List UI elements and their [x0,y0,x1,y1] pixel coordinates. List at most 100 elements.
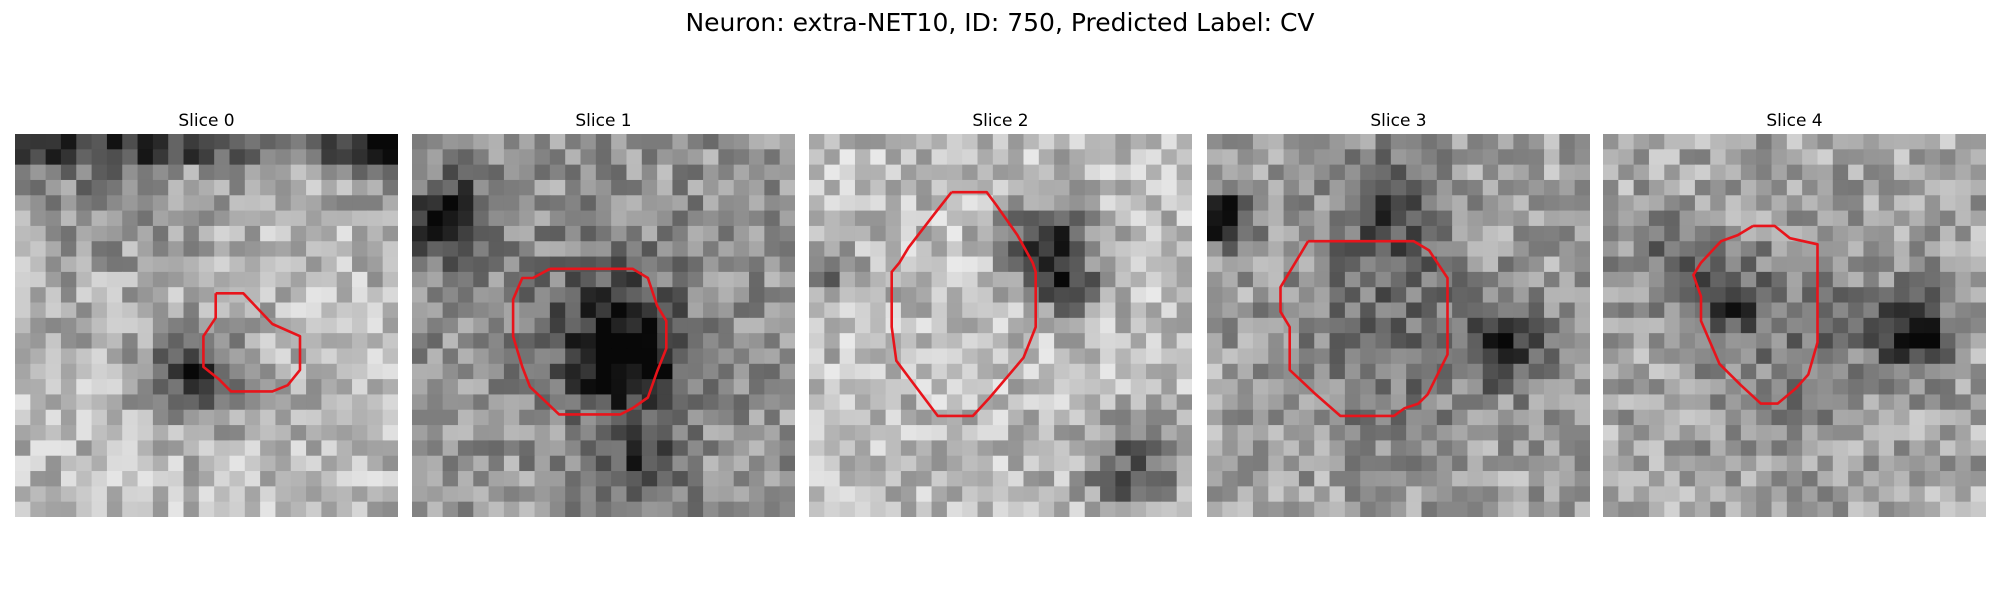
image-pixel [1344,440,1361,457]
image-pixel [229,149,246,166]
image-pixel [839,164,856,181]
image-pixel [1146,317,1162,334]
image-pixel [1252,486,1269,503]
image-pixel [1375,317,1392,334]
image-pixel [1970,195,1986,212]
image-pixel [1283,455,1300,472]
image-pixel [1648,225,1665,242]
image-pixel [275,440,292,457]
image-pixel [1406,348,1423,365]
image-pixel [198,333,215,350]
image-pixel [809,440,825,457]
image-pixel [1970,501,1986,517]
image-pixel [839,379,856,396]
image-pixel [1237,271,1254,288]
image-pixel [1268,149,1285,166]
image-pixel [244,333,261,350]
image-pixel [764,486,781,503]
image-pixel [534,486,551,503]
image-pixel [352,394,368,411]
image-pixel [321,409,338,426]
image-pixel [626,409,643,426]
image-pixel [427,425,444,441]
image-pixel [76,409,93,426]
image-pixel [687,149,704,166]
image-pixel [1069,302,1086,319]
image-pixel [60,149,77,166]
image-pixel [1940,256,1956,273]
image-pixel [183,134,200,150]
image-pixel [749,179,765,196]
image-pixel [1603,317,1619,334]
image-pixel [1909,195,1926,212]
image-pixel [1832,241,1849,258]
image-pixel [519,302,536,319]
image-pixel [977,164,994,181]
image-pixel [1740,455,1757,472]
image-pixel [1390,225,1407,242]
image-pixel [657,271,674,288]
image-pixel [1786,348,1803,365]
image-pixel [168,501,185,517]
image-pixel [1955,134,1972,150]
image-pixel [382,241,398,258]
image-pixel [641,164,658,181]
image-pixel [764,363,781,380]
slice-image [15,134,398,517]
image-pixel [45,425,62,441]
image-pixel [641,333,658,350]
image-pixel [1740,379,1757,396]
image-pixel [992,210,1009,227]
image-pixel [687,471,704,487]
image-pixel [916,394,933,411]
image-pixel [1115,333,1132,350]
image-pixel [198,241,215,258]
image-pixel [183,225,200,242]
image-pixel [1130,317,1147,334]
image-pixel [1528,164,1545,181]
image-pixel [382,225,398,242]
image-pixel [106,425,123,441]
image-pixel [1207,409,1223,426]
image-pixel [962,225,979,242]
image-pixel [352,425,368,441]
image-pixel [733,164,750,181]
image-pixel [1069,179,1086,196]
image-pixel [854,501,871,517]
image-pixel [1283,425,1300,441]
image-pixel [1970,149,1986,166]
roi-contour [511,267,668,416]
image-pixel [1023,225,1040,242]
image-pixel [1909,241,1926,258]
image-pixel [1771,363,1788,380]
image-pixel [1452,379,1469,396]
image-pixel [1817,348,1834,365]
image-pixel [1786,256,1803,273]
image-pixel [657,363,674,380]
image-pixel [321,425,338,441]
image-pixel [1283,394,1300,411]
image-pixel [1038,195,1055,212]
image-pixel [749,287,765,304]
image-pixel [657,195,674,212]
image-pixel [1694,302,1711,319]
image-pixel [779,486,795,503]
image-pixel [749,134,765,150]
image-pixel [1679,302,1696,319]
image-pixel [703,455,719,472]
image-pixel [1008,210,1025,227]
image-pixel [900,363,917,380]
image-pixel [488,425,505,441]
image-pixel [45,195,62,212]
image-pixel [885,394,902,411]
image-pixel [595,486,612,503]
image-pixel [1894,440,1910,457]
image-pixel [749,225,765,242]
image-pixel [1710,394,1727,411]
image-pixel [367,302,384,319]
image-pixel [1725,134,1742,150]
image-pixel [916,256,933,273]
image-pixel [1559,149,1576,166]
image-pixel [1084,241,1101,258]
image-pixel [473,379,490,396]
